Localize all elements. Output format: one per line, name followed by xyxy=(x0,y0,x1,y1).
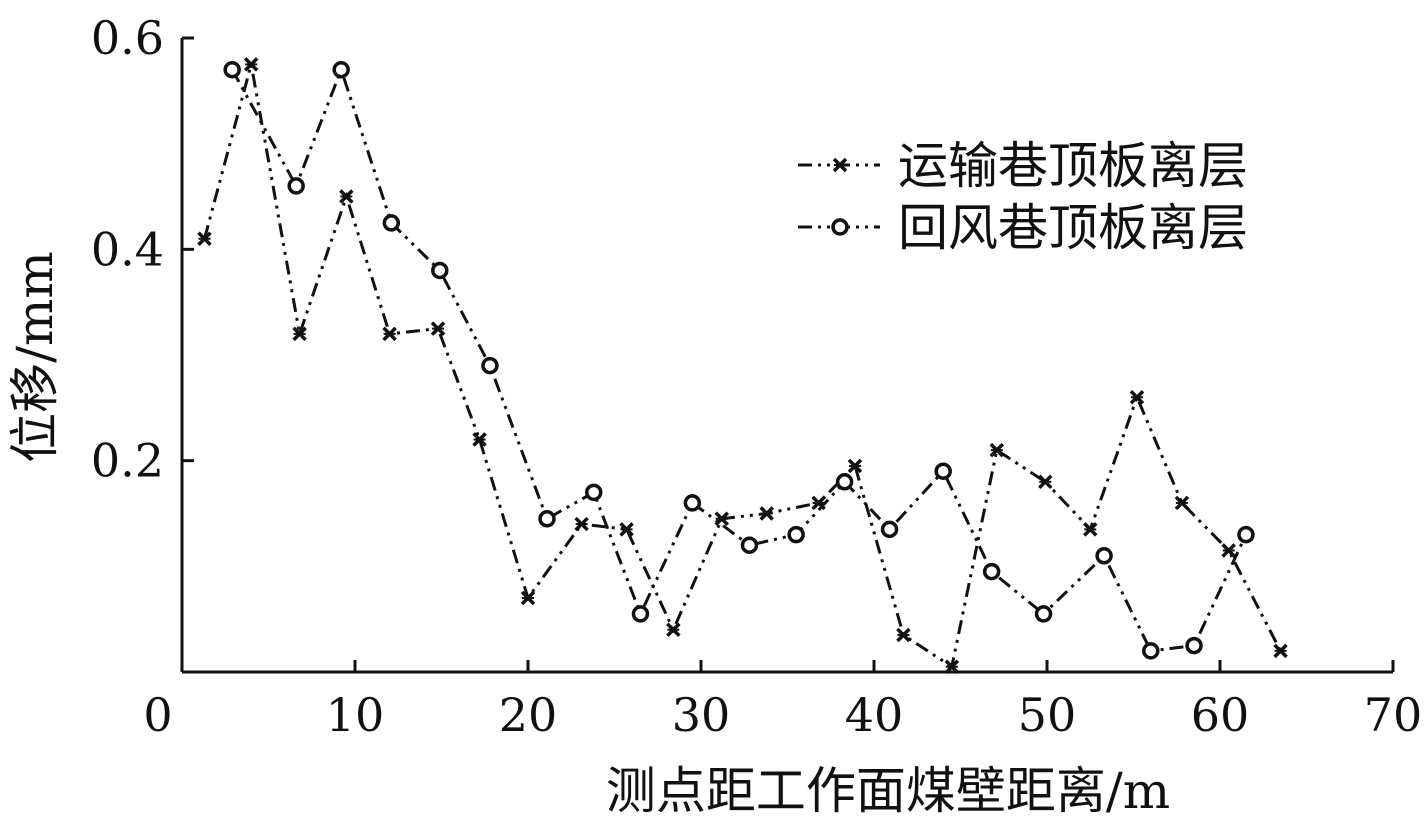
series-layer xyxy=(197,57,1288,674)
data-point xyxy=(1034,605,1053,623)
data-point xyxy=(223,60,241,79)
legend-item: 运输巷顶板离层 xyxy=(798,137,1248,195)
data-point xyxy=(339,189,354,204)
data-point xyxy=(1221,543,1236,558)
data-point xyxy=(1237,525,1255,544)
x-tick-label: 50 xyxy=(1018,688,1077,742)
data-point xyxy=(934,462,952,480)
series-line xyxy=(203,64,1282,670)
data-point xyxy=(740,536,759,554)
data-point xyxy=(481,356,499,375)
data-point xyxy=(574,516,589,532)
data-point xyxy=(332,60,350,79)
data-point xyxy=(759,506,774,521)
data-point xyxy=(666,622,681,637)
data-point xyxy=(847,458,863,474)
data-point xyxy=(1129,390,1145,405)
x-tick-label: 70 xyxy=(1364,688,1423,742)
data-point xyxy=(619,522,634,537)
data-point xyxy=(1273,643,1288,659)
data-point xyxy=(1174,495,1190,511)
series-return-airway xyxy=(223,60,1255,660)
y-axis-label: 位移/mm xyxy=(6,251,64,463)
data-point xyxy=(880,520,899,539)
x-tick-label: 60 xyxy=(1191,688,1250,742)
data-point xyxy=(431,261,449,280)
data-point xyxy=(287,177,305,195)
legend-marker xyxy=(832,157,848,173)
data-point xyxy=(520,590,536,606)
data-point xyxy=(944,659,960,674)
x-axis-label: 测点距工作面煤壁距离/m xyxy=(606,762,1170,820)
data-point xyxy=(584,483,603,502)
legend-label: 运输巷顶板离层 xyxy=(898,137,1248,195)
data-point xyxy=(197,231,212,247)
x-tick-label: 10 xyxy=(326,688,385,742)
y-axis-ticks: 0.2 0.4 0.6 xyxy=(91,11,194,488)
data-point xyxy=(1095,547,1113,565)
x-tick-label: 30 xyxy=(672,688,731,742)
data-point xyxy=(982,562,1001,581)
x-tick-label: 40 xyxy=(845,688,904,742)
y-tick-label: 0.6 xyxy=(91,11,164,65)
data-point xyxy=(989,442,1005,458)
y-tick-label: 0.2 xyxy=(91,434,164,488)
data-point xyxy=(538,510,556,528)
data-point xyxy=(292,326,307,342)
x-tick-label: 0 xyxy=(143,688,172,742)
data-point xyxy=(683,494,702,512)
data-point xyxy=(896,627,911,643)
axes xyxy=(180,38,1393,674)
data-point xyxy=(430,321,446,336)
data-point xyxy=(382,214,401,232)
series-haulage-roadway xyxy=(197,57,1288,674)
legend-label: 回风巷顶板离层 xyxy=(898,199,1248,257)
data-point xyxy=(787,525,805,544)
legend-item: 回风巷顶板离层 xyxy=(798,199,1248,257)
data-point xyxy=(835,473,854,491)
x-tick-label: 20 xyxy=(499,688,558,742)
data-point xyxy=(631,605,650,623)
x-axis-ticks: 0 10 20 30 40 50 60 70 xyxy=(143,660,1422,742)
data-point xyxy=(243,57,259,72)
y-tick-label: 0.4 xyxy=(91,222,164,276)
data-point xyxy=(382,326,397,342)
data-point xyxy=(1083,522,1098,537)
legend-marker xyxy=(831,218,849,236)
data-point xyxy=(1185,636,1203,655)
data-point xyxy=(1038,474,1053,490)
data-point xyxy=(472,432,487,447)
data-point xyxy=(1142,642,1160,660)
